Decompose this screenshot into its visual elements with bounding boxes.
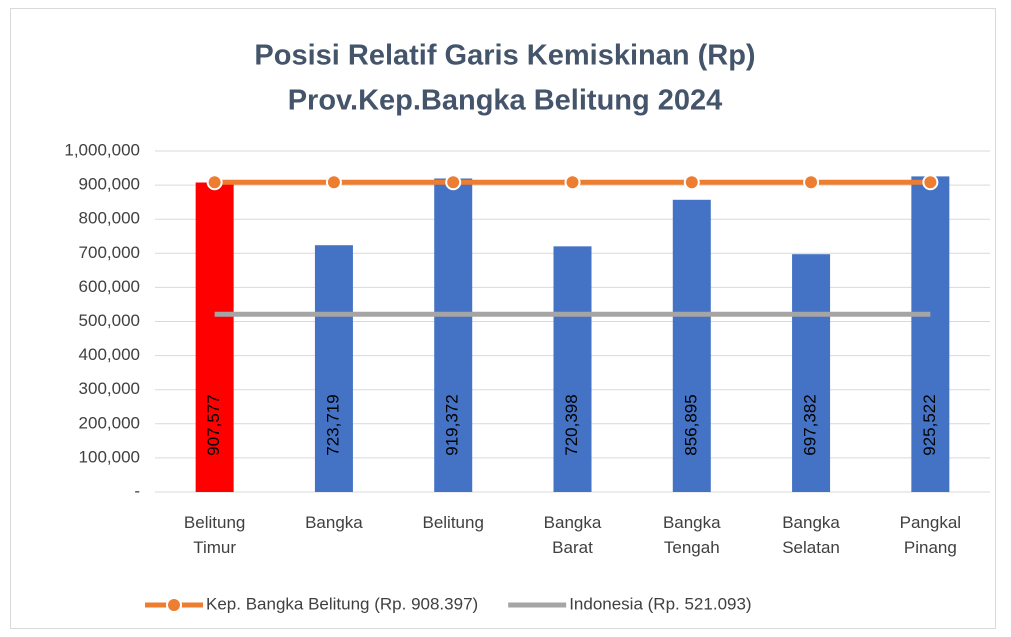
line-marker — [803, 174, 820, 191]
chart-subtitle: Prov.Kep.Bangka Belitung 2024 — [288, 85, 723, 117]
y-tick-label: 200,000 — [79, 413, 140, 432]
legend-marker — [166, 597, 182, 613]
line-marker — [206, 174, 223, 191]
data-label: 907,577 — [204, 394, 223, 455]
bar — [911, 176, 950, 492]
x-tick-label: Bangka Barat — [543, 513, 602, 557]
y-tick-label: - — [134, 481, 140, 500]
y-tick-label: 700,000 — [79, 243, 140, 262]
bar — [314, 245, 353, 492]
x-tick-label: Belitung Timur — [183, 513, 246, 557]
chart-title: Posisi Relatif Garis Kemiskinan (Rp) — [254, 40, 755, 72]
x-tick-label: Pangkal Pinang — [899, 513, 962, 557]
legend-label: Indonesia (Rp. 521.093) — [569, 594, 751, 613]
data-label: 720,398 — [562, 394, 581, 455]
data-label: 856,895 — [681, 394, 700, 455]
y-tick-label: 400,000 — [79, 345, 140, 364]
bar — [792, 254, 831, 492]
bar — [553, 246, 592, 492]
y-tick-label: 600,000 — [79, 277, 140, 296]
y-tick-label: 1,000,000 — [64, 140, 140, 159]
x-tick-label: Bangka Tengah — [662, 513, 721, 557]
data-label: 723,719 — [323, 394, 342, 455]
bar — [434, 178, 473, 492]
line-marker — [325, 174, 342, 191]
chart-border — [10, 8, 996, 629]
data-label: 925,522 — [920, 394, 939, 455]
line-marker — [683, 174, 700, 191]
data-label: 697,382 — [801, 394, 820, 455]
y-tick-label: 900,000 — [79, 175, 140, 194]
legend-label: Kep. Bangka Belitung (Rp. 908.397) — [206, 594, 478, 613]
y-tick-label: 300,000 — [79, 379, 140, 398]
data-label: 919,372 — [443, 394, 462, 455]
line-marker — [922, 174, 939, 191]
line-marker — [445, 174, 462, 191]
line-marker — [564, 174, 581, 191]
y-tick-label: 800,000 — [79, 209, 140, 228]
bar — [672, 199, 711, 492]
x-tick-label: Bangka — [305, 513, 363, 532]
y-tick-label: 500,000 — [79, 311, 140, 330]
y-tick-label: 100,000 — [79, 447, 140, 466]
bar — [195, 182, 234, 493]
x-tick-label: Belitung — [422, 513, 484, 532]
x-tick-label: Bangka Selatan — [782, 513, 840, 557]
